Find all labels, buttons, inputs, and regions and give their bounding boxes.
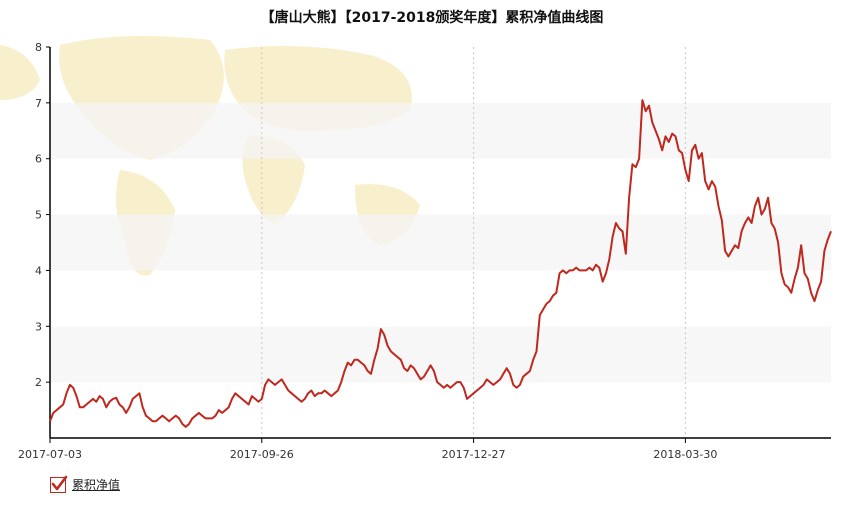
grid: [49, 47, 831, 438]
legend-label: 累积净值: [72, 478, 121, 492]
legend-item-series[interactable]: 累积净值: [50, 475, 121, 493]
series-layer: [49, 99, 832, 428]
axes: 2 3 4 5 6 7 8 2017-07-03 2017-09-26 2017-12-27 201…: [18, 41, 831, 461]
grid-band: [50, 326, 831, 383]
grid-band: [50, 214, 831, 271]
y-tick-label: 4: [35, 264, 42, 277]
y-tick-label: 3: [35, 320, 42, 333]
chart-title: 【唐山大熊】【2017-2018颁奖年度】累积净值曲线图: [261, 9, 604, 26]
legend-checkbox[interactable]: [50, 475, 68, 493]
series-line-nav: [49, 99, 832, 428]
grid-band: [50, 102, 831, 159]
y-tick-label: 6: [35, 153, 42, 166]
x-tick-label: 2017-12-27: [442, 448, 506, 461]
y-tick-label: 7: [35, 97, 42, 110]
x-tick-label: 2017-07-03: [18, 448, 82, 461]
check-icon: [51, 475, 68, 490]
x-tick-label: 2017-09-26: [230, 448, 294, 461]
y-tick-label: 5: [35, 209, 42, 222]
y-tick-label: 8: [35, 41, 42, 54]
x-tick-label: 2018-03-30: [653, 448, 717, 461]
y-tick-label: 2: [35, 376, 42, 389]
map-continent: [0, 45, 40, 100]
